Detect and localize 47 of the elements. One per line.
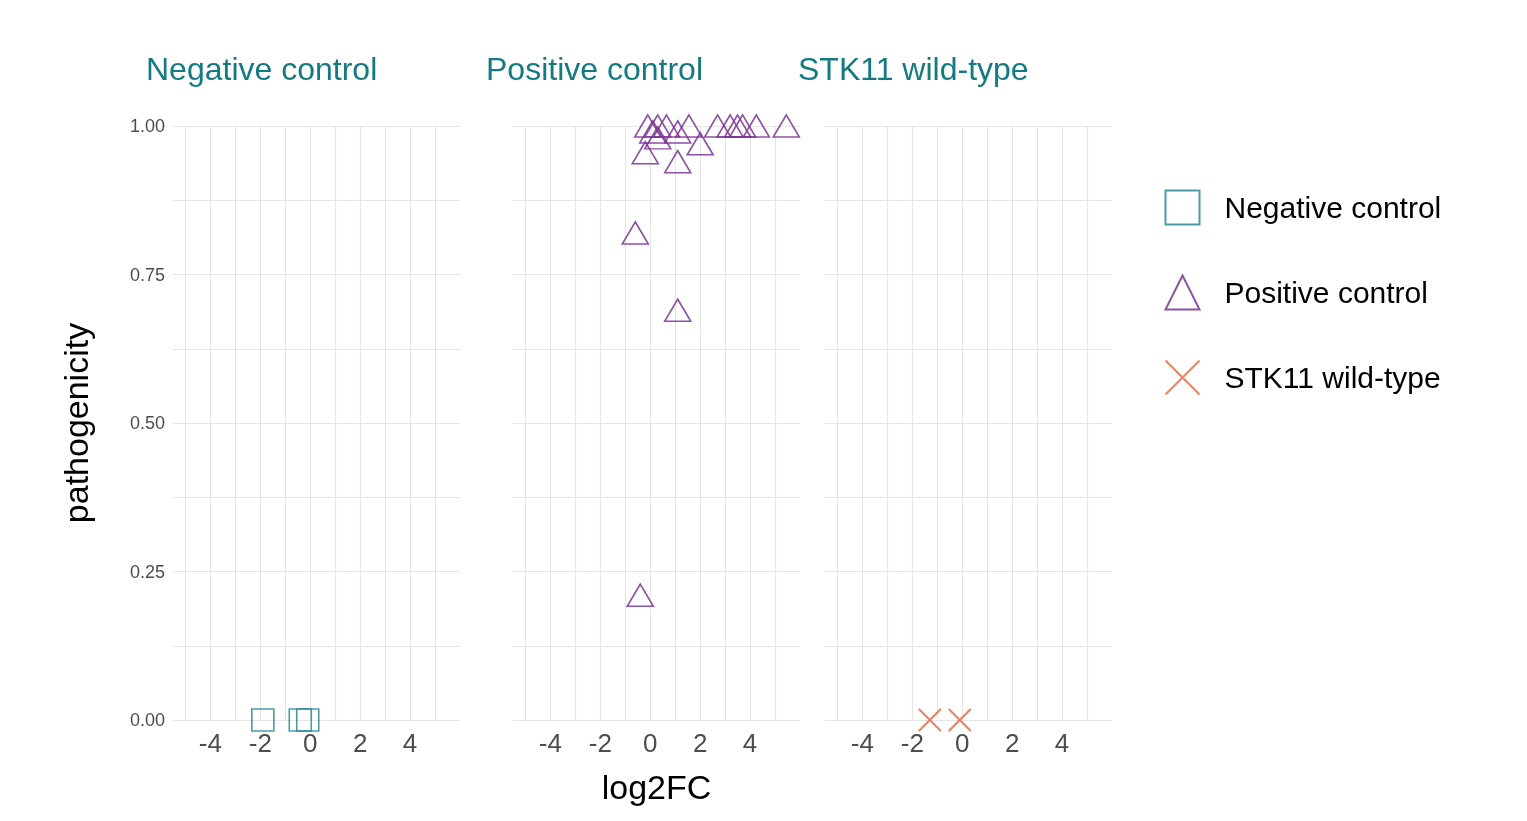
x-tick-label: 0: [955, 728, 970, 758]
x-axis-title: log2FC: [601, 768, 712, 806]
x-tick-label: -2: [248, 728, 272, 758]
chart-title: STK11 wild-type: [798, 51, 1029, 87]
point: [723, 114, 752, 138]
x-tick-label: 4: [1054, 728, 1070, 758]
point: [631, 140, 660, 165]
y-tick-label: 0.00: [129, 710, 165, 730]
x-tick-label: 4: [402, 728, 418, 758]
point: [621, 221, 650, 245]
chart-title: Positive control: [486, 51, 703, 87]
x-tick-label: 2: [352, 728, 368, 758]
point: [663, 120, 692, 144]
point: [675, 114, 703, 138]
x-tick-label: 0: [643, 728, 658, 758]
x-tick-label: -2: [588, 728, 612, 758]
point: [638, 120, 667, 144]
point: [716, 114, 744, 138]
x-tick-label: -2: [900, 728, 924, 758]
chart-title: Negative control: [146, 51, 378, 87]
x-tick-label: 2: [692, 728, 708, 758]
point: [703, 114, 732, 138]
x-tick-label: 0: [303, 728, 318, 758]
x-tick-label: -4: [538, 728, 562, 758]
x-tick-label: 4: [742, 728, 758, 758]
point: [643, 114, 672, 138]
x-tick-label: -4: [198, 728, 222, 758]
point: [643, 126, 672, 150]
point: [663, 149, 692, 174]
y-tick-label: 1.00: [129, 116, 165, 136]
legend-label: Negative control: [1224, 191, 1442, 224]
point: [772, 114, 801, 138]
y-tick-label: 0.50: [129, 413, 165, 433]
point: [742, 114, 771, 138]
y-tick-label: 0.25: [129, 561, 165, 582]
x-tick-label: 2: [1004, 728, 1020, 758]
point: [626, 583, 655, 608]
y-axis-title: pathogenicity: [57, 322, 95, 524]
point: [652, 114, 681, 138]
x-tick-label: -4: [850, 728, 874, 758]
point: [633, 114, 662, 138]
legend-label: STK11 wild-type: [1224, 361, 1441, 394]
point: [728, 114, 757, 138]
y-tick-label: 0.75: [129, 264, 165, 285]
point: [663, 298, 692, 322]
point: [686, 132, 714, 156]
legend-label: Positive control: [1224, 276, 1428, 309]
